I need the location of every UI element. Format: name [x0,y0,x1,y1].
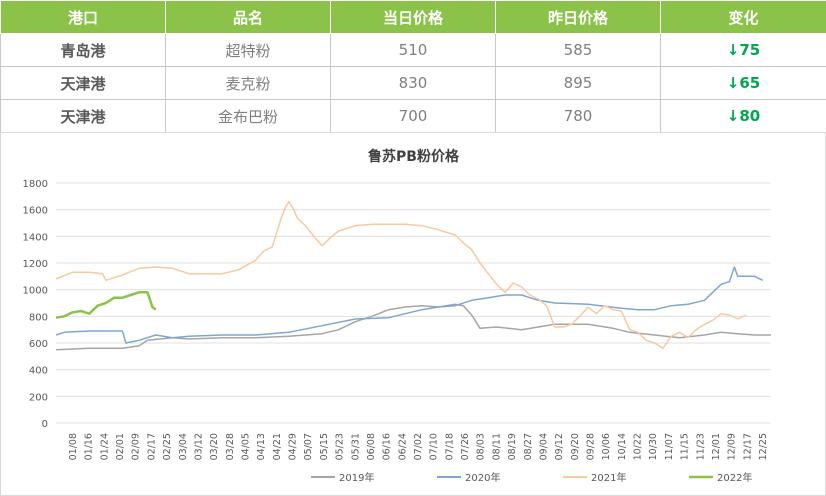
y-tick-label: 1000 [23,286,48,297]
x-tick-label: 07/10 [429,433,440,460]
legend-label: 2021年 [591,471,626,484]
x-tick-label: 12/01 [711,433,722,460]
x-tick-label: 08/03 [476,433,487,460]
line-chart: 鲁苏PB粉价格 0 200 400 600 800 1000 1200 1400 1600 1800… [23,148,771,484]
y-tick-label: 800 [29,312,48,323]
y-tick-label: 600 [29,339,48,350]
x-tick-label: 06/16 [382,433,393,460]
y-tick-label: 1600 [23,206,48,217]
cell-today-price: 700 [330,99,496,133]
cell-yesterday-price: 780 [495,99,661,133]
x-tick-label: 05/31 [350,433,361,460]
cell-product: 金布巴粉 [165,99,331,133]
cell-port: 天津港 [0,99,166,133]
x-tick-label: 09/20 [570,433,581,460]
y-tick-label: 1400 [23,232,48,243]
chart-area: 鲁苏PB粉价格 0 200 400 600 800 1000 1200 1400 1600 1800… [0,132,826,496]
cell-port: 青岛港 [0,33,166,67]
x-tick-label: 11/07 [664,433,675,460]
x-tick-label: 01/24 [99,433,110,460]
table-row: 天津港 麦克粉 830 895 ↓65 [0,66,826,100]
table-header-row: 港口 品名 当日价格 昨日价格 变化 [0,0,826,34]
y-tick-label: 400 [29,366,48,377]
column-header-change: 变化 [660,0,826,34]
column-header-product: 品名 [165,0,331,34]
x-tick-label: 03/04 [178,433,189,460]
x-tick-label: 06/24 [397,433,408,460]
x-tick-label: 05/15 [319,433,330,460]
x-tick-label: 08/19 [507,433,518,460]
cell-change: ↓80 [660,99,826,133]
x-tick-label: 02/09 [131,433,142,460]
legend-label: 2022年 [717,471,752,484]
x-tick-label: 07/18 [444,433,455,460]
cell-product: 麦克粉 [165,66,331,100]
x-tick-label: 10/06 [601,433,612,460]
cell-change: ↓65 [660,66,826,100]
x-tick-label: 08/27 [523,433,534,460]
x-tick-label: 09/28 [586,433,597,460]
x-tick-label: 09/04 [538,433,549,460]
x-tick-label: 04/05 [241,433,252,460]
column-header-today-price: 当日价格 [330,0,496,34]
y-tick-label: 200 [29,392,48,403]
cell-yesterday-price: 895 [495,66,661,100]
x-tick-label: 03/20 [209,433,220,460]
x-tick-label: 12/25 [758,433,769,460]
x-tick-label: 05/23 [335,433,346,460]
x-tick-label: 04/21 [272,433,283,460]
x-tick-label: 10/14 [617,433,628,460]
series-line-3 [55,200,747,350]
chart-title: 鲁苏PB粉价格 [367,148,460,165]
x-tick-label: 10/22 [633,433,644,460]
x-tick-label: 03/12 [193,433,204,460]
legend-label: 2019年 [339,471,374,484]
x-tick-label: 06/08 [366,433,377,460]
x-tick-label: 04/13 [256,433,267,460]
x-tick-label: 07/26 [460,433,471,460]
cell-yesterday-price: 585 [495,33,661,67]
y-tick-label: 1200 [23,259,48,270]
x-tick-label: 08/11 [491,433,502,460]
cell-product: 超特粉 [165,33,331,67]
x-tick-label: 11/23 [695,433,706,460]
x-tick-label: 02/25 [162,433,173,460]
cell-today-price: 830 [330,66,496,100]
cell-today-price: 510 [330,33,496,67]
x-tick-label: 04/29 [288,433,299,460]
x-tick-label: 01/08 [68,433,79,460]
series-line-2 [55,266,764,344]
x-tick-label: 02/17 [146,433,157,460]
x-tick-label: 07/02 [413,433,424,460]
x-tick-label: 12/17 [742,433,753,460]
cell-port: 天津港 [0,66,166,100]
x-tick-label: 05/07 [303,433,314,460]
series-line-4 [55,291,157,319]
cell-change: ↓75 [660,33,826,67]
x-tick-label: 10/30 [648,433,659,460]
column-header-port: 港口 [0,0,166,34]
table-row: 青岛港 超特粉 510 585 ↓75 [0,33,826,67]
y-tick-label: 0 [42,419,48,430]
x-tick-label: 09/12 [554,433,565,460]
x-tick-label: 03/28 [225,433,236,460]
column-header-yesterday-price: 昨日价格 [495,0,661,34]
price-table: 港口 品名 当日价格 昨日价格 变化 青岛港 超特粉 510 585 ↓75 天… [0,0,826,133]
x-tick-label: 12/09 [727,433,738,460]
x-tick-label: 01/16 [84,433,95,460]
x-tick-label: 02/01 [115,433,126,460]
y-tick-label: 1800 [23,179,48,190]
x-tick-label: 11/15 [680,433,691,460]
table-row: 天津港 金布巴粉 700 780 ↓80 [0,99,826,133]
legend-label: 2020年 [465,471,500,484]
